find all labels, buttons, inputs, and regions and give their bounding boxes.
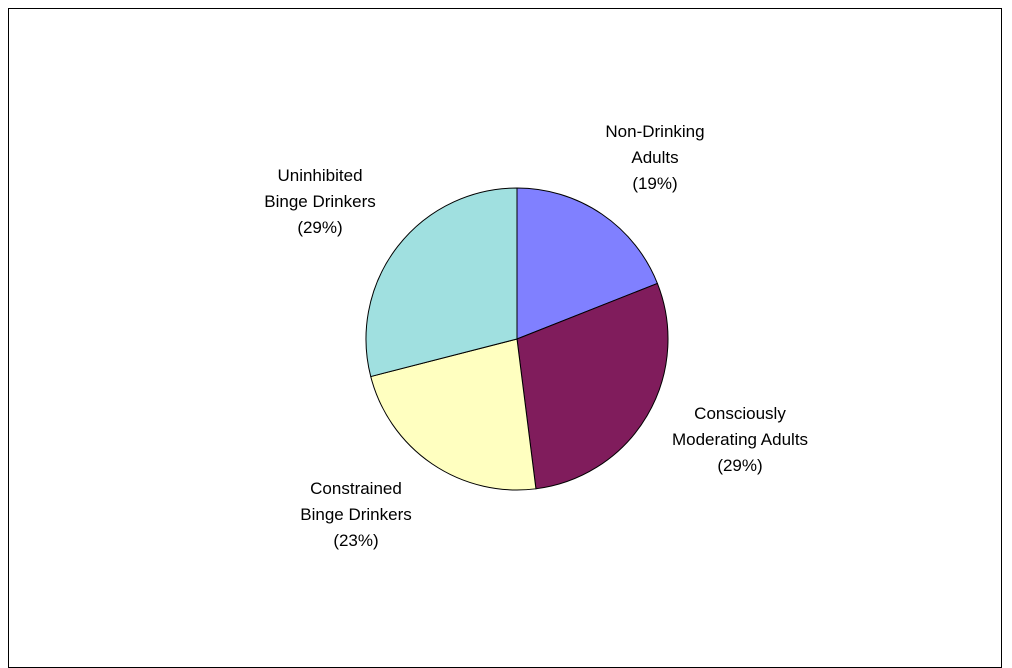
slice-label-line: Adults: [631, 148, 678, 167]
slice-label-line: Moderating Adults: [672, 430, 808, 449]
pie-labels: Non-Drinking Adults (19%) Consciously Modera…: [264, 122, 808, 550]
slice-label-line: Consciously: [694, 404, 786, 423]
slice-label-1: Non-Drinking Adults (19%): [605, 122, 704, 193]
pie-slices: [365, 187, 669, 491]
slice-label-line: Binge Drinkers: [264, 192, 376, 211]
pie-slice-4: [365, 187, 518, 378]
slice-label-3: Constrained Binge Drinkers (23%): [300, 479, 412, 550]
slice-label-line: Binge Drinkers: [300, 505, 412, 524]
slice-label-4: Uninhibited Binge Drinkers (29%): [264, 166, 376, 237]
slice-percent: (23%): [333, 531, 378, 550]
pie-slice-3: [370, 338, 537, 491]
slice-percent: (29%): [297, 218, 342, 237]
slice-percent: (29%): [717, 456, 762, 475]
slice-label-line: Non-Drinking: [605, 122, 704, 141]
slice-label-line: Uninhibited: [277, 166, 362, 185]
slice-label-2: Consciously Moderating Adults (29%): [672, 404, 808, 475]
slice-percent: (19%): [632, 174, 677, 193]
pie-slice-2: [516, 282, 669, 490]
pie-slice-1: [516, 187, 658, 340]
slice-label-line: Constrained: [310, 479, 402, 498]
